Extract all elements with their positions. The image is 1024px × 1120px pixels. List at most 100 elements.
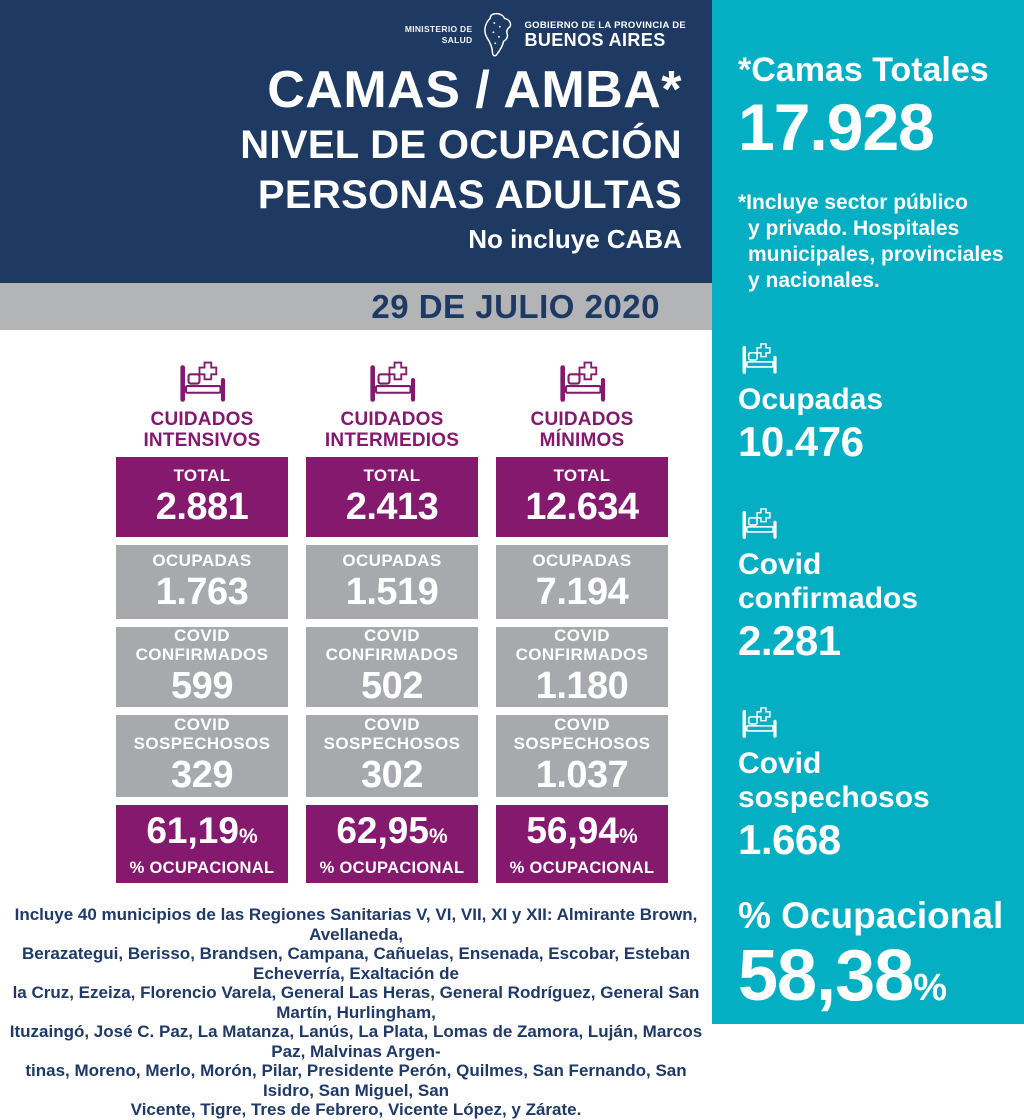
ocupacional-box: 56,94% % OCUPACIONAL	[496, 805, 668, 883]
column-title: CUIDADOS MÍNIMOS	[530, 409, 634, 451]
province-map-icon	[484, 12, 512, 57]
camas-totales-label: *Camas Totales	[738, 51, 989, 89]
hospital-bed-icon	[742, 508, 777, 539]
ocupacional-box: 62,95% % OCUPACIONAL	[306, 805, 478, 883]
percent-sign: %	[238, 825, 258, 848]
percent-sign: %	[913, 967, 947, 1009]
care-level-columns: CUIDADOS INTENSIVOS TOTAL 2.881 OCUPADAS…	[116, 360, 668, 891]
covid-confirmados-box: COVID CONFIRMADOS 599	[116, 626, 288, 707]
ocupadas-value: 7.194	[535, 570, 629, 613]
header-banner: MINISTERIO DE SALUD GOBIERNO DE LA PROVI…	[0, 0, 712, 283]
ocupacional-value: 56,94%	[526, 810, 638, 851]
stat-label: Covid sospechosos	[738, 747, 930, 814]
covid-sospechosos-label: COVID SOSPECHOSOS	[513, 715, 651, 753]
stat-value: 10.476	[738, 418, 864, 465]
total-label: TOTAL	[553, 465, 611, 485]
ocupacional-total: % Ocupacional 58,38%	[738, 895, 1008, 1027]
ocupacional-value: 62,95%	[336, 810, 448, 851]
ocupadas-box: OCUPADAS 1.519	[306, 545, 478, 619]
stat-ocupadas: Ocupadas 10.476	[738, 342, 1008, 467]
covid-confirmados-value: 1.180	[535, 665, 629, 707]
government-label: GOBIERNO DE LA PROVINCIA DE BUENOS AIRES	[524, 20, 686, 50]
hospital-bed-icon	[370, 361, 416, 402]
ocupadas-label: OCUPADAS	[532, 550, 632, 570]
total-box: TOTAL 12.634	[496, 457, 668, 537]
ministry-line1: MINISTERIO DE	[404, 23, 473, 34]
stat-label: Ocupadas	[738, 383, 884, 416]
ocupacional-label: % OCUPACIONAL	[129, 859, 275, 877]
ocupacional-total-value: 58,38%	[738, 936, 947, 1016]
page-title-line3: PERSONAS ADULTAS	[257, 173, 682, 217]
covid-sospechosos-box: COVID SOSPECHOSOS 302	[306, 715, 478, 797]
stat-value: 2.281	[738, 617, 841, 664]
gov-logo: MINISTERIO DE SALUD GOBIERNO DE LA PROVI…	[405, 12, 686, 58]
covid-confirmados-label: COVID CONFIRMADOS	[135, 626, 269, 664]
ocupadas-value: 1.519	[345, 570, 439, 613]
ocupacional-box: 61,19% % OCUPACIONAL	[116, 805, 288, 883]
stat-covid-sospechosos: Covid sospechosos 1.668	[738, 706, 1008, 865]
ocupacional-label: % OCUPACIONAL	[509, 859, 655, 877]
stat-value: 1.668	[738, 816, 841, 863]
sector-footnote: *Incluye sector público y privado. Hospi…	[738, 191, 1004, 292]
footnote-line: Vicente, Tigre, Tres de Febrero, Vicente…	[130, 1100, 582, 1119]
footnote-line: Ituzaingó, José C. Paz, La Matanza, Lanú…	[9, 1022, 703, 1061]
page-subtitle: No incluye CABA	[468, 224, 682, 254]
hospital-bed-icon	[180, 361, 226, 402]
percent-sign: %	[428, 825, 448, 848]
gov-line1: GOBIERNO DE LA PROVINCIA DE	[524, 20, 686, 32]
total-box: TOTAL 2.413	[306, 457, 478, 537]
covid-confirmados-label: COVID CONFIRMADOS	[325, 626, 459, 664]
total-value: 2.413	[345, 485, 439, 528]
footnote-line: Berazategui, Berisso, Brandsen, Campana,…	[22, 944, 690, 983]
column-title: CUIDADOS INTERMEDIOS	[324, 409, 460, 451]
gov-line2: BUENOS AIRES	[524, 30, 666, 51]
covid-confirmados-value: 599	[171, 665, 233, 707]
column-cuidados-minimos: CUIDADOS MÍNIMOS TOTAL 12.634 OCUPADAS 7…	[496, 360, 668, 891]
title-block: CAMAS / AMBA* NIVEL DE OCUPACIÓN PERSONA…	[240, 60, 682, 258]
ocupacional-label: % OCUPACIONAL	[319, 859, 465, 877]
hospital-bed-icon	[560, 361, 606, 402]
covid-confirmados-box: COVID CONFIRMADOS 1.180	[496, 626, 668, 707]
total-label: TOTAL	[173, 465, 231, 485]
ocupacional-total-label: % Ocupacional	[738, 895, 1004, 936]
covid-sospechosos-box: COVID SOSPECHOSOS 1.037	[496, 715, 668, 797]
total-box: TOTAL 2.881	[116, 457, 288, 537]
covid-confirmados-value: 502	[361, 665, 423, 707]
column-title: CUIDADOS INTENSIVOS	[143, 409, 261, 451]
total-value: 2.881	[155, 485, 249, 528]
date-bar: 29 DE JULIO 2020	[0, 283, 712, 330]
ocupadas-label: OCUPADAS	[152, 550, 252, 570]
camas-totales-value: 17.928	[738, 90, 935, 164]
ministry-label: MINISTERIO DE SALUD	[405, 24, 473, 46]
covid-confirmados-box: COVID CONFIRMADOS 502	[306, 626, 478, 707]
covid-sospechosos-label: COVID SOSPECHOSOS	[323, 715, 461, 753]
covid-confirmados-label: COVID CONFIRMADOS	[515, 626, 649, 664]
ministry-line2: SALUD	[441, 35, 473, 45]
column-cuidados-intensivos: CUIDADOS INTENSIVOS TOTAL 2.881 OCUPADAS…	[116, 360, 288, 891]
stat-covid-confirmados: Covid confirmados 2.281	[738, 507, 1008, 666]
footnote-line: la Cruz, Ezeiza, Florencio Varela, Gener…	[12, 983, 700, 1022]
total-label: TOTAL	[363, 465, 421, 485]
ocupadas-value: 1.763	[155, 570, 249, 613]
report-date: 29 DE JULIO 2020	[371, 287, 660, 325]
ocupadas-label: OCUPADAS	[342, 550, 442, 570]
totals-sidebar: *Camas Totales 17.928 *Incluye sector pú…	[712, 0, 1024, 1024]
page-title-line2: NIVEL DE OCUPACIÓN	[240, 123, 682, 167]
covid-sospechosos-value: 329	[171, 754, 233, 796]
stat-label: Covid confirmados	[738, 548, 919, 615]
municipalities-footnote: Incluye 40 municipios de las Regiones Sa…	[0, 905, 712, 1120]
covid-sospechosos-value: 1.037	[535, 754, 629, 796]
percent-sign: %	[618, 825, 638, 848]
hospital-bed-icon	[742, 343, 777, 374]
total-value: 12.634	[525, 485, 639, 528]
covid-sospechosos-label: COVID SOSPECHOSOS	[133, 715, 271, 753]
footnote-line: tinas, Moreno, Merlo, Morón, Pilar, Pres…	[25, 1061, 687, 1100]
column-cuidados-intermedios: CUIDADOS INTERMEDIOS TOTAL 2.413 OCUPADA…	[306, 360, 478, 891]
main-panel: MINISTERIO DE SALUD GOBIERNO DE LA PROVI…	[0, 0, 712, 1119]
footnote-line: Incluye 40 municipios de las Regiones Sa…	[14, 905, 698, 944]
covid-sospechosos-box: COVID SOSPECHOSOS 329	[116, 715, 288, 797]
hospital-bed-icon	[742, 707, 777, 738]
ocupacional-value: 61,19%	[146, 810, 258, 851]
ocupadas-box: OCUPADAS 7.194	[496, 545, 668, 619]
page-title: CAMAS / AMBA*	[267, 61, 682, 119]
